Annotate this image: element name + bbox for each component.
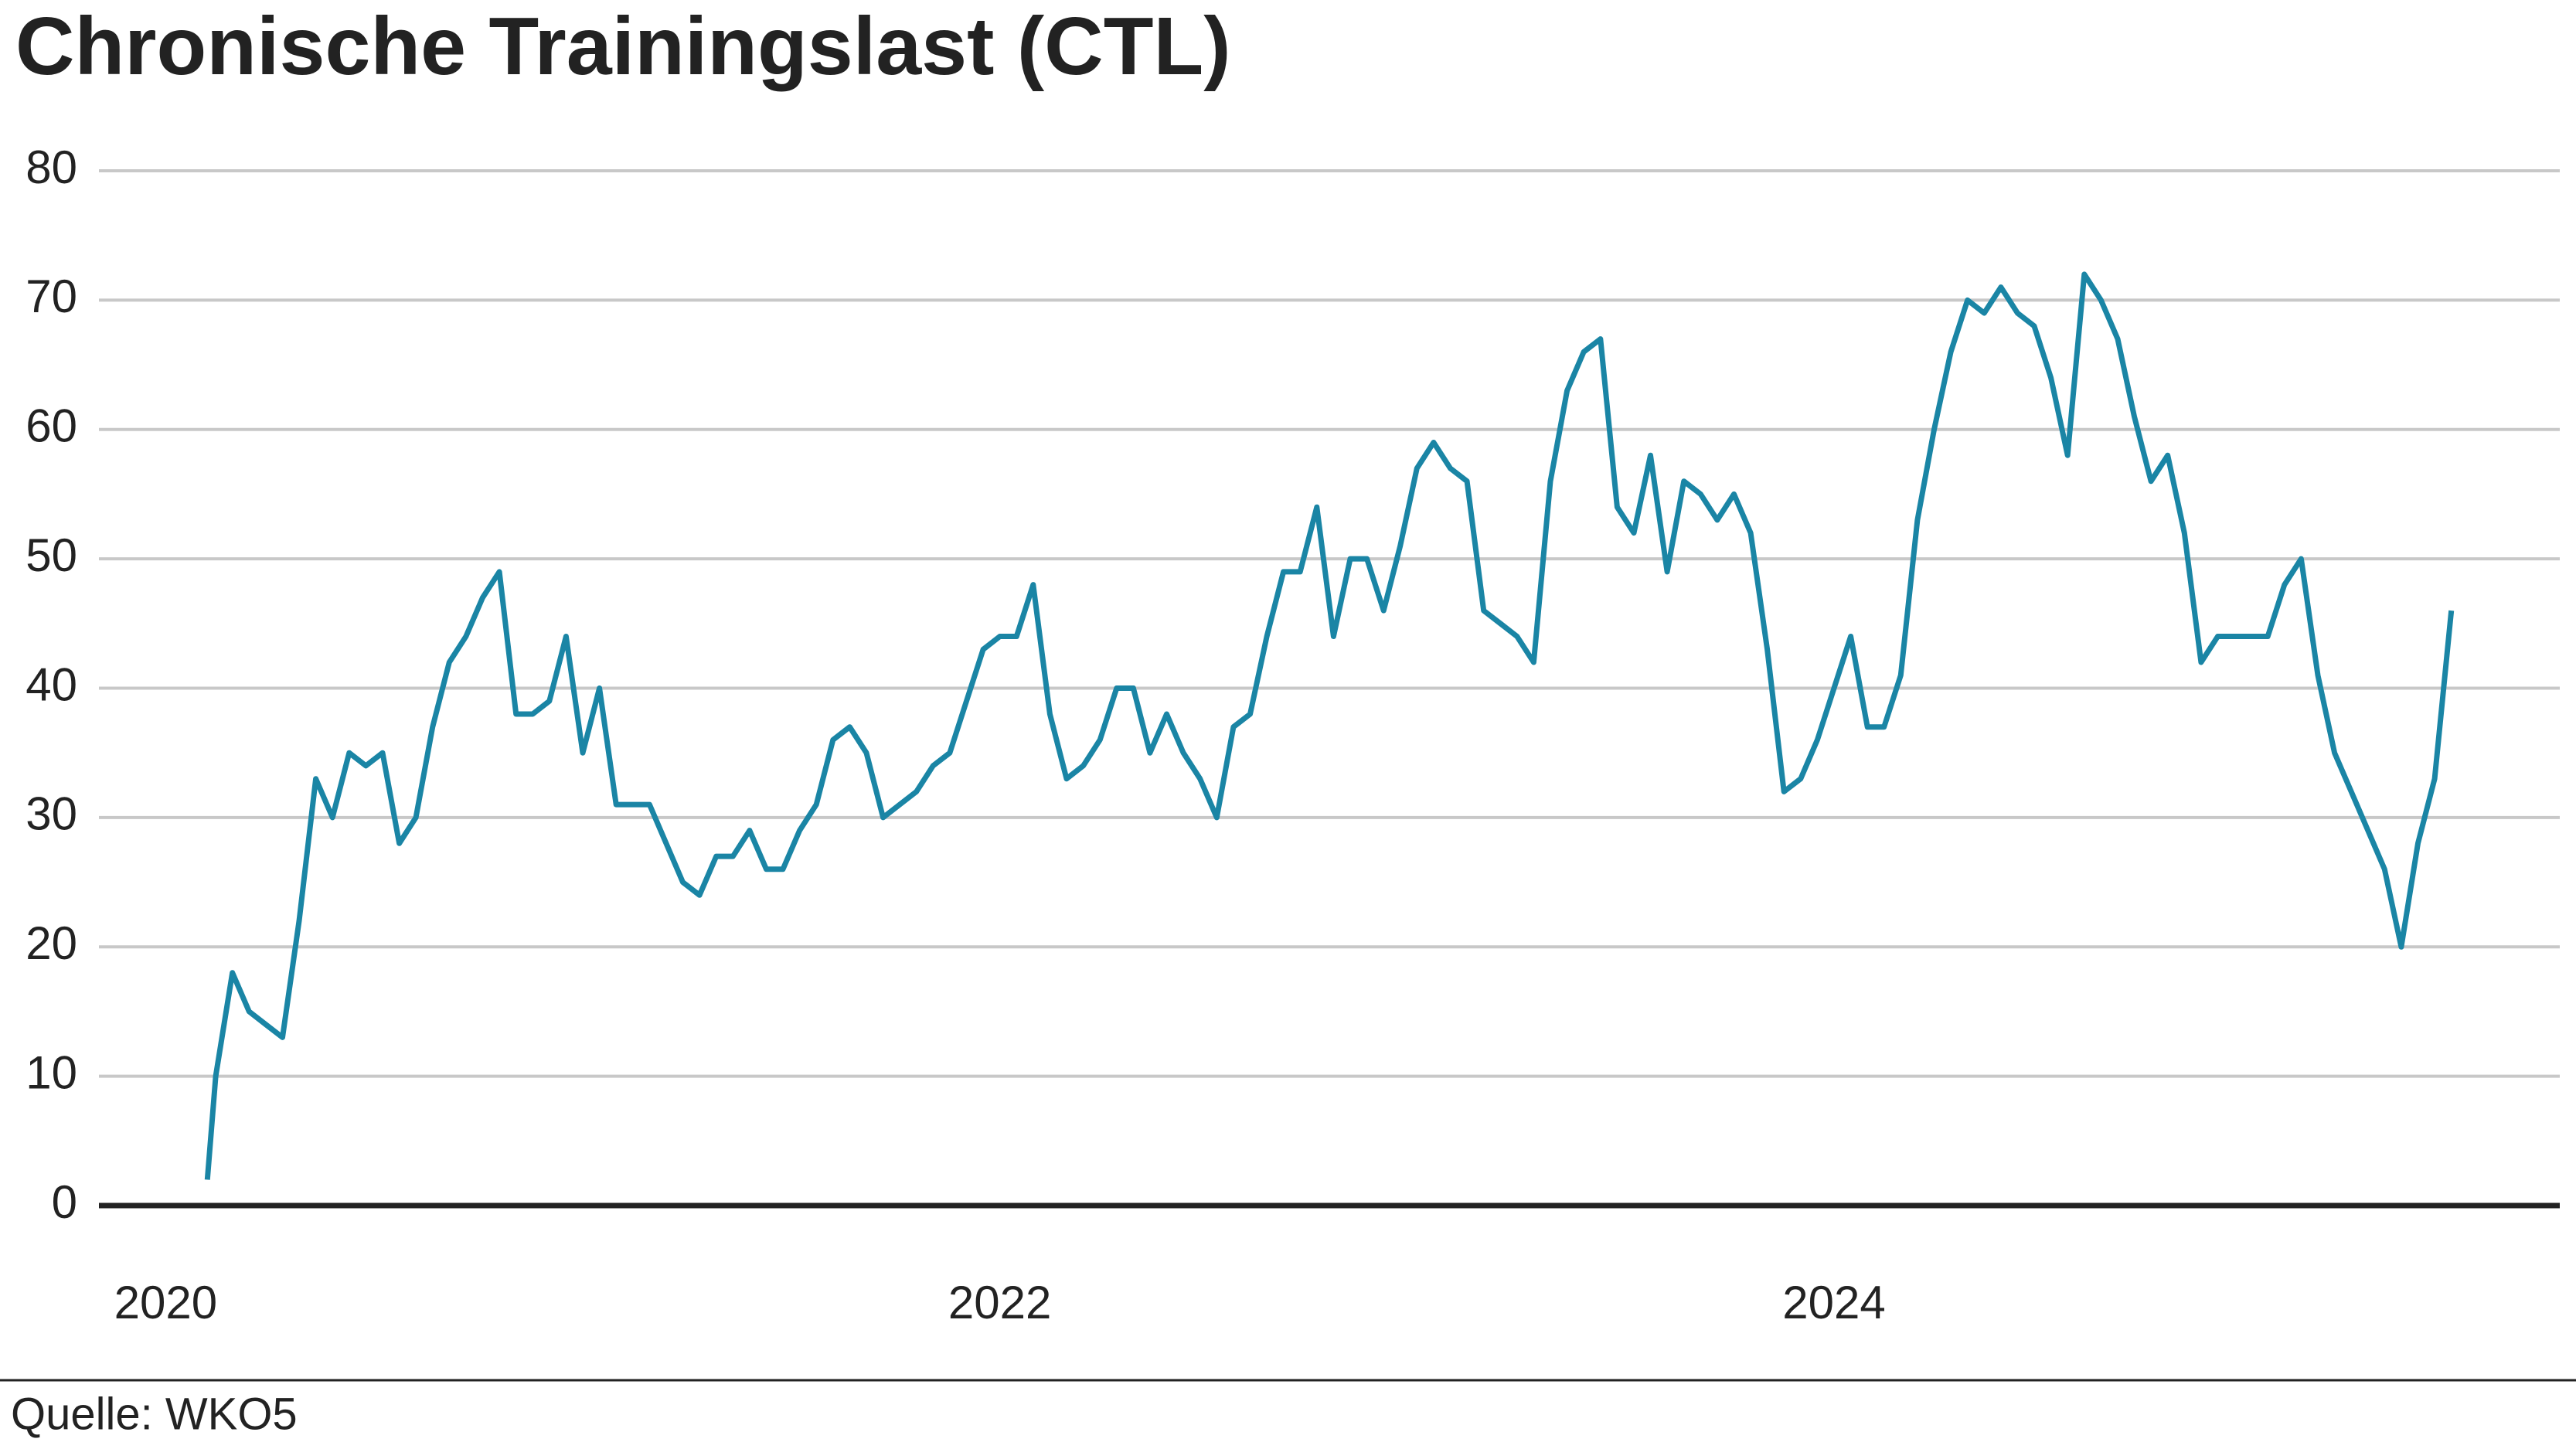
y-tick-label: 30 bbox=[26, 788, 77, 840]
y-tick-label: 60 bbox=[26, 400, 77, 452]
y-tick-label: 20 bbox=[26, 917, 77, 969]
y-tick-label: 10 bbox=[26, 1046, 77, 1098]
x-tick-label: 2022 bbox=[948, 1277, 1051, 1328]
y-tick-label: 50 bbox=[26, 529, 77, 581]
data-line bbox=[204, 271, 2455, 1180]
y-tick-label: 0 bbox=[52, 1176, 77, 1228]
y-tick-label: 80 bbox=[26, 141, 77, 193]
x-tick-label: 2020 bbox=[114, 1277, 217, 1328]
y-tick-label: 40 bbox=[26, 658, 77, 710]
source-note: Quelle: WKO5 bbox=[11, 1389, 298, 1439]
x-tick-label: 2024 bbox=[1782, 1277, 1885, 1328]
chart-title: Chronische Trainingslast (CTL) bbox=[15, 1, 1231, 92]
y-tick-label: 70 bbox=[26, 270, 77, 322]
